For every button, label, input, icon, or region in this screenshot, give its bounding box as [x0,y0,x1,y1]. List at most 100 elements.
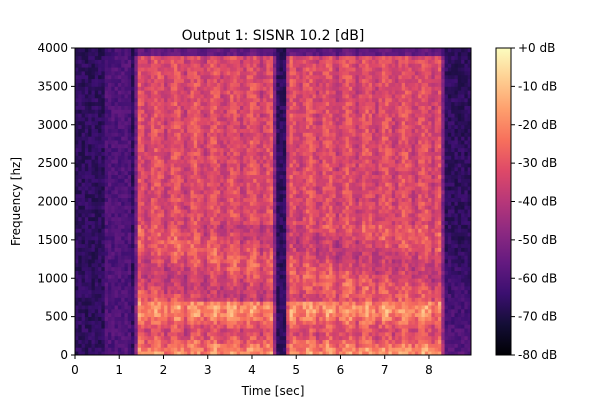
heatmap-cell [141,243,145,248]
heatmap-cell [233,193,238,199]
heatmap-cell [94,259,99,264]
heatmap-cell [220,251,224,256]
heatmap-cell [236,351,241,355]
heatmap-cell [124,209,129,214]
heatmap-cell [187,182,191,187]
heatmap-cell [174,147,178,153]
heatmap-cell [78,178,82,183]
heatmap-cell [223,335,228,341]
heatmap-cell [197,48,201,53]
heatmap-cell [170,201,175,206]
heatmap-cell [167,213,172,218]
heatmap-cell [160,351,165,355]
heatmap-cell [121,305,125,310]
heatmap-cell [266,247,271,252]
heatmap-cell [180,251,185,256]
heatmap-cell [193,155,198,160]
heatmap-cell [154,101,158,106]
heatmap-cell [131,255,135,260]
heatmap-cell [190,243,195,248]
heatmap-cell [127,243,132,248]
heatmap-cell [177,117,181,122]
heatmap-cell [263,216,267,222]
heatmap-cell [256,86,261,91]
heatmap-cell [187,220,191,225]
heatmap-cell [263,328,267,333]
heatmap-cell [220,163,224,168]
heatmap-cell [279,266,284,271]
heatmap-cell [104,339,109,344]
heatmap-cell [104,243,109,248]
heatmap-cell [200,120,205,126]
heatmap-cell [203,339,208,344]
heatmap-cell [216,255,221,260]
heatmap-cell [187,243,191,248]
heatmap-cell [193,232,198,237]
heatmap-cell [124,331,129,337]
heatmap-cell [98,71,102,76]
heatmap-cell [249,59,254,64]
heatmap-cell [167,55,172,60]
heatmap-cell [134,270,139,275]
heatmap-cell [253,251,257,256]
heatmap-cell [98,132,102,137]
heatmap-cell [164,224,168,229]
heatmap-cell [276,251,280,256]
heatmap-cell [75,90,79,95]
heatmap-cell [210,174,214,179]
heatmap-cell [197,293,201,298]
heatmap-cell [144,320,148,325]
heatmap-cell [147,316,152,321]
heatmap-cell [226,74,231,80]
heatmap-cell [273,255,277,260]
heatmap-cell [108,170,112,176]
heatmap-cell [117,305,122,310]
heatmap-cell [266,132,271,137]
heatmap-cell [127,293,132,298]
heatmap-cell [216,151,221,156]
heatmap-cell [193,247,198,252]
heatmap-cell [249,289,254,294]
heatmap-cell [243,328,247,333]
heatmap-cell [230,224,234,229]
heatmap-cell [177,236,181,241]
heatmap-cell [266,251,271,256]
heatmap-cell [180,270,185,275]
heatmap-cell [164,282,168,287]
heatmap-cell [98,159,102,164]
heatmap-cell [157,117,162,122]
heatmap-cell [127,247,132,252]
heatmap-cell [137,48,142,53]
heatmap-cell [88,197,92,202]
heatmap-cell [111,351,115,355]
heatmap-cell [124,239,129,245]
heatmap-cell [108,163,112,168]
heatmap-cell [183,174,188,179]
heatmap-cell [84,343,89,348]
heatmap-cell [147,351,152,355]
heatmap-cell [98,324,102,329]
heatmap-cell [200,55,205,60]
heatmap-cell [157,243,162,248]
heatmap-cell [147,324,152,329]
heatmap-cell [91,189,96,195]
heatmap-cell [226,308,231,314]
heatmap-cell [94,243,99,248]
heatmap-cell [170,170,175,176]
heatmap-cell [177,224,181,229]
heatmap-cell [88,189,92,195]
heatmap-cell [141,86,145,91]
heatmap-cell [127,174,132,179]
heatmap-cell [190,113,195,118]
heatmap-cell [84,163,89,168]
heatmap-cell [213,278,218,283]
heatmap-cell [216,182,221,187]
heatmap-cell [197,193,201,199]
heatmap-cell [154,120,158,126]
heatmap-cell [81,308,86,314]
heatmap-cell [236,339,241,344]
heatmap-cell [276,285,280,291]
heatmap-cell [88,251,92,256]
heatmap-cell [131,232,135,237]
heatmap-cell [147,289,152,294]
